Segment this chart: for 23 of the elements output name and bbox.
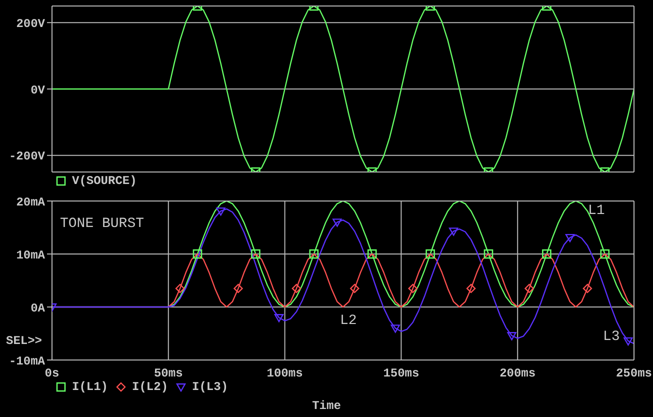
y-tick-label: 20mA bbox=[16, 195, 46, 210]
annotation: TONE BURST bbox=[60, 216, 144, 232]
annotation: L2 bbox=[340, 313, 357, 329]
annotation: L1 bbox=[588, 203, 605, 219]
y-tick-label: -200V bbox=[8, 150, 46, 164]
legend-label: I(L1) bbox=[72, 380, 108, 394]
y-tick-label: 200V bbox=[16, 16, 46, 31]
y-tick-label: 10mA bbox=[16, 248, 46, 262]
x-tick-label: 150ms bbox=[383, 366, 420, 381]
x-tick-label: 0s bbox=[44, 366, 60, 381]
annotation: L3 bbox=[603, 329, 620, 345]
x-tick-label: 50ms bbox=[154, 366, 183, 381]
legend-label: V(SOURCE) bbox=[72, 174, 137, 188]
x-axis-title: Time bbox=[311, 399, 342, 413]
y-tick-label: -10mA bbox=[8, 354, 46, 368]
y-tick-label: 0A bbox=[30, 301, 46, 316]
x-tick-label: 250ms bbox=[616, 366, 652, 381]
legend-label: I(L2) bbox=[132, 380, 168, 394]
x-tick-label: 200ms bbox=[500, 366, 536, 381]
y-tick-label: 0V bbox=[30, 83, 46, 98]
x-tick-label: 100ms bbox=[266, 366, 303, 381]
legend-label: I(L3) bbox=[192, 380, 228, 394]
text: SEL>> bbox=[6, 334, 42, 348]
